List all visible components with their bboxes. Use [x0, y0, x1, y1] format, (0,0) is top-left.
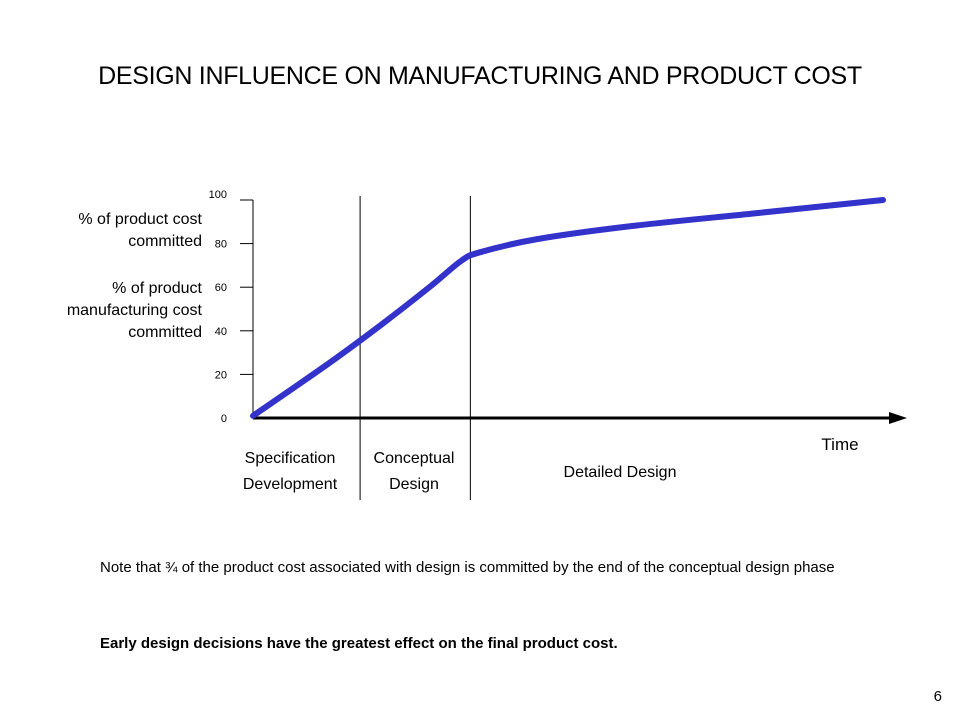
x-axis-arrow [889, 412, 907, 424]
y-tick-label: 60 [215, 282, 227, 294]
y-tick-label: 0 [221, 413, 227, 425]
phase-label-line: Conceptual [373, 450, 455, 467]
y-tick-label: 20 [215, 369, 227, 381]
y-label-line: % of product [112, 280, 202, 297]
phase-label-line: Development [242, 476, 338, 493]
phase-label-detailed: Detailed Design [520, 460, 720, 486]
page-number: 6 [933, 688, 942, 705]
y-axis-label-product-cost: % of product cost committed [78, 209, 202, 253]
y-label-line: manufacturing cost [66, 302, 202, 319]
y-tick-label: 80 [215, 239, 227, 251]
phase-label-line: Specification [244, 450, 336, 467]
y-tick-label: 40 [215, 326, 227, 338]
y-tick-label: 100 [209, 189, 227, 201]
y-label-line: % of product cost [78, 211, 202, 228]
phase-label-line: Detailed Design [563, 464, 677, 481]
y-axis-label-manufacturing-cost: % of product manufacturing cost committe… [67, 278, 202, 344]
phase-label-line: Design [389, 476, 439, 493]
note-text: Note that ¾ of the product cost associat… [100, 559, 835, 576]
y-label-line: committed [128, 233, 202, 250]
phase-label-specification: Specification Development [228, 446, 352, 498]
page-title: DESIGN INFLUENCE ON MANUFACTURING AND PR… [98, 62, 862, 90]
cost-committed-curve [250, 197, 886, 419]
emphasis-text: Early design decisions have the greatest… [100, 635, 618, 652]
phase-label-conceptual: Conceptual Design [358, 446, 470, 498]
x-axis-label: Time [821, 435, 858, 454]
y-label-line: committed [128, 324, 202, 341]
